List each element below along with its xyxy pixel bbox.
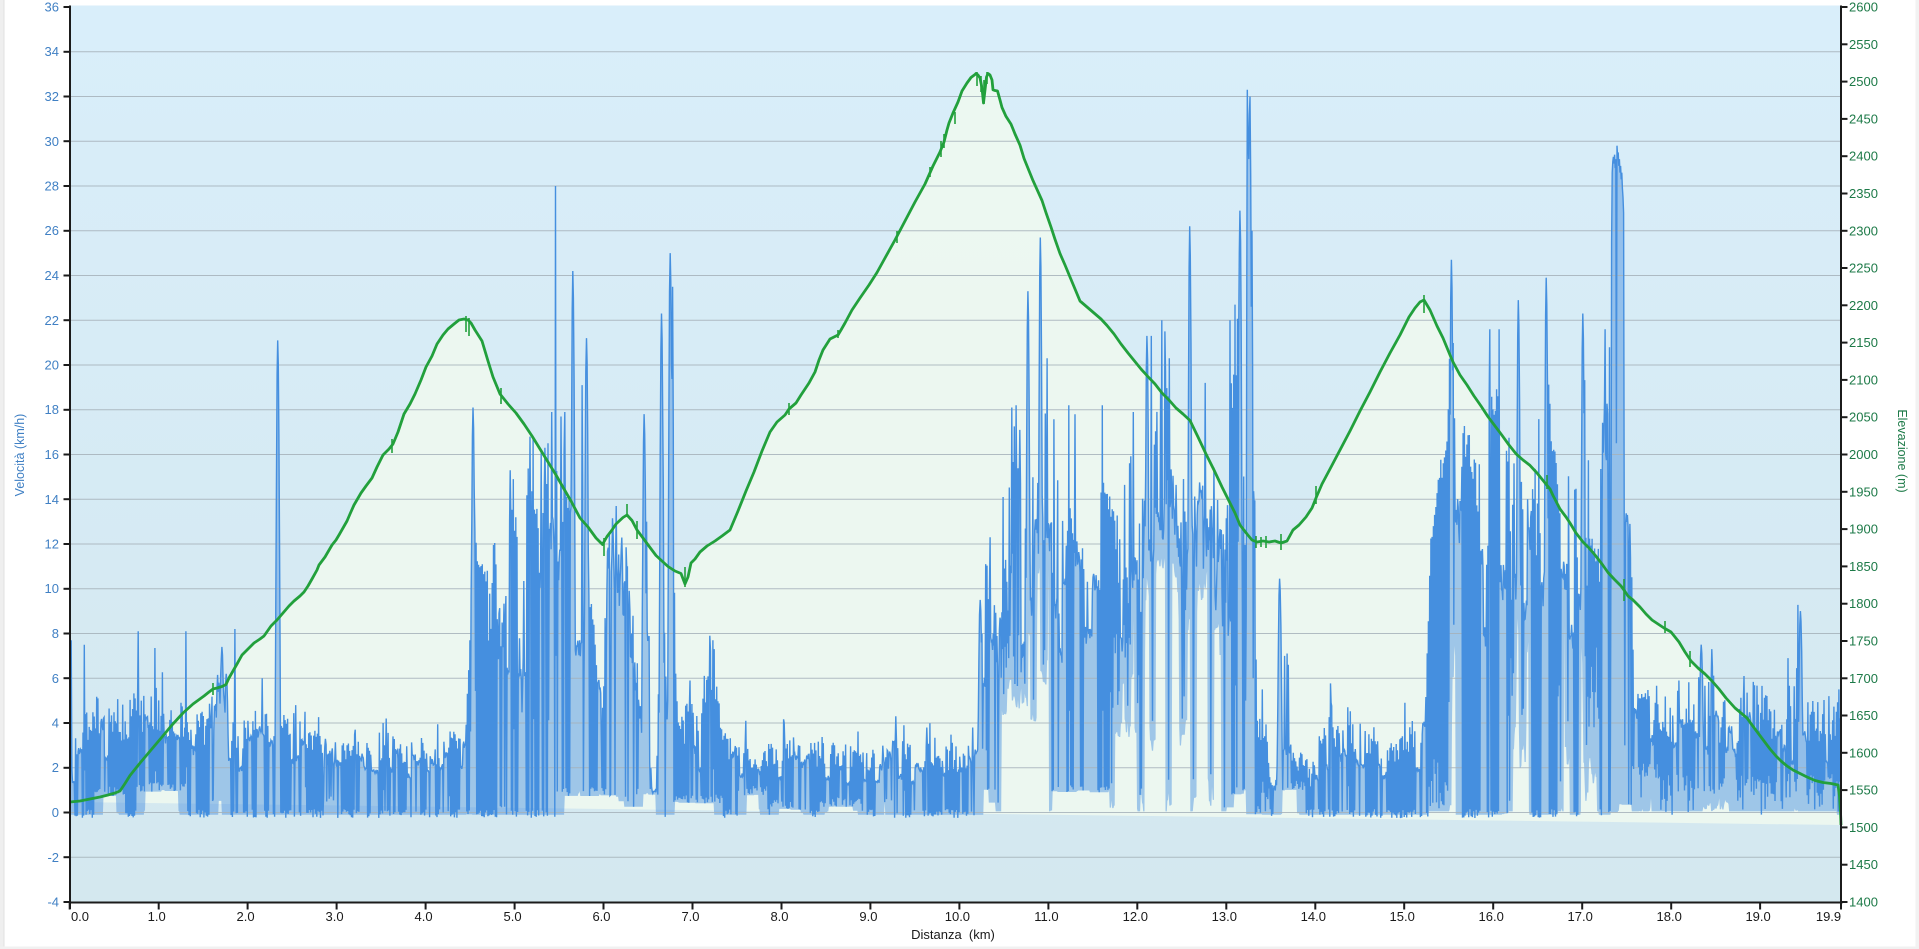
- svg-text:Distanza (km): Distanza (km): [911, 927, 995, 942]
- svg-text:1.0: 1.0: [148, 909, 166, 924]
- svg-text:8.0: 8.0: [770, 909, 788, 924]
- svg-text:7.0: 7.0: [681, 909, 699, 924]
- svg-text:5.0: 5.0: [504, 909, 522, 924]
- svg-text:1750: 1750: [1849, 634, 1878, 649]
- svg-text:9.0: 9.0: [859, 909, 877, 924]
- svg-text:8: 8: [52, 626, 59, 641]
- svg-text:6: 6: [52, 671, 59, 686]
- svg-text:36: 36: [45, 0, 59, 15]
- svg-text:1700: 1700: [1849, 671, 1878, 686]
- svg-text:2.0: 2.0: [237, 909, 255, 924]
- svg-text:24: 24: [45, 268, 59, 283]
- svg-text:30: 30: [45, 134, 59, 149]
- svg-text:4.0: 4.0: [415, 909, 433, 924]
- svg-text:13.0: 13.0: [1212, 909, 1237, 924]
- svg-text:Velocità (km/h): Velocità (km/h): [13, 414, 27, 497]
- svg-text:14: 14: [45, 492, 59, 507]
- svg-text:2150: 2150: [1849, 335, 1878, 350]
- svg-text:2550: 2550: [1849, 37, 1878, 52]
- svg-text:16: 16: [45, 447, 59, 462]
- svg-text:32: 32: [45, 89, 59, 104]
- svg-text:2350: 2350: [1849, 186, 1878, 201]
- svg-text:2: 2: [52, 760, 59, 775]
- svg-text:2250: 2250: [1849, 261, 1878, 276]
- svg-text:0.0: 0.0: [71, 909, 89, 924]
- svg-text:12.0: 12.0: [1123, 909, 1148, 924]
- svg-text:18.0: 18.0: [1657, 909, 1682, 924]
- svg-text:2000: 2000: [1849, 447, 1878, 462]
- svg-text:2200: 2200: [1849, 298, 1878, 313]
- svg-text:1800: 1800: [1849, 596, 1878, 611]
- svg-text:19.0: 19.0: [1745, 909, 1770, 924]
- svg-text:15.0: 15.0: [1390, 909, 1415, 924]
- svg-text:26: 26: [45, 223, 59, 238]
- svg-text:18: 18: [45, 402, 59, 417]
- svg-text:10.0: 10.0: [945, 909, 970, 924]
- svg-text:2450: 2450: [1849, 111, 1878, 126]
- svg-text:2050: 2050: [1849, 410, 1878, 425]
- svg-text:2600: 2600: [1849, 0, 1878, 15]
- svg-text:10: 10: [45, 581, 59, 596]
- svg-text:28: 28: [45, 179, 59, 194]
- svg-text:2100: 2100: [1849, 372, 1878, 387]
- svg-text:19.9: 19.9: [1816, 909, 1841, 924]
- svg-text:22: 22: [45, 313, 59, 328]
- svg-text:Elevazione (m): Elevazione (m): [1895, 409, 1909, 492]
- svg-text:17.0: 17.0: [1568, 909, 1593, 924]
- svg-text:-2: -2: [47, 850, 59, 865]
- svg-text:16.0: 16.0: [1479, 909, 1504, 924]
- svg-text:1550: 1550: [1849, 783, 1878, 798]
- svg-text:2300: 2300: [1849, 223, 1878, 238]
- svg-text:1850: 1850: [1849, 559, 1878, 574]
- svg-text:2400: 2400: [1849, 149, 1878, 164]
- svg-text:1950: 1950: [1849, 484, 1878, 499]
- svg-text:3.0: 3.0: [326, 909, 344, 924]
- svg-text:34: 34: [45, 44, 59, 59]
- svg-text:1400: 1400: [1849, 895, 1878, 910]
- svg-text:1600: 1600: [1849, 745, 1878, 760]
- svg-text:4: 4: [52, 716, 59, 731]
- svg-text:1450: 1450: [1849, 857, 1878, 872]
- svg-text:11.0: 11.0: [1034, 909, 1058, 924]
- svg-text:-4: -4: [47, 895, 59, 910]
- svg-text:1500: 1500: [1849, 820, 1878, 835]
- svg-text:1650: 1650: [1849, 708, 1878, 723]
- svg-text:2500: 2500: [1849, 74, 1878, 89]
- svg-text:0: 0: [52, 805, 59, 820]
- svg-text:12: 12: [45, 537, 59, 552]
- svg-text:1900: 1900: [1849, 522, 1878, 537]
- svg-text:14.0: 14.0: [1301, 909, 1326, 924]
- svg-text:6.0: 6.0: [592, 909, 610, 924]
- svg-text:20: 20: [45, 358, 59, 373]
